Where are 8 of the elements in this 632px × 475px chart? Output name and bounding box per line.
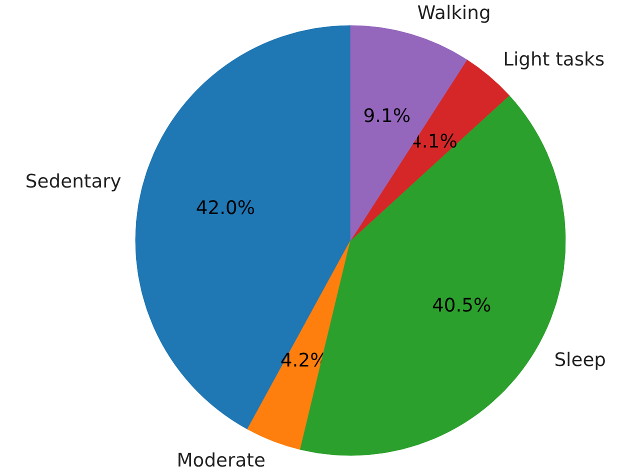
slice-label: Moderate xyxy=(176,450,266,472)
data-label: 9.1% xyxy=(363,106,411,128)
slice-label: Walking xyxy=(417,3,491,24)
slice-label: Sleep xyxy=(554,350,606,372)
data-label: 40.5% xyxy=(432,296,492,317)
data-label: 42.0% xyxy=(196,198,256,220)
slice-label: Light tasks xyxy=(503,49,605,70)
slice-label: Sedentary xyxy=(25,171,122,192)
